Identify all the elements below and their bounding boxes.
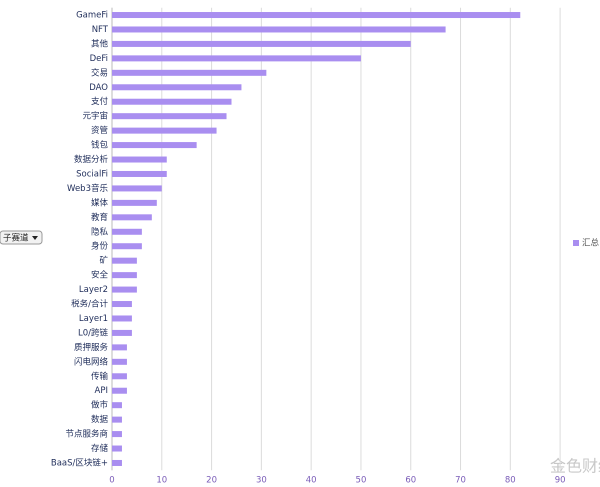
bar bbox=[112, 26, 446, 33]
bar bbox=[112, 40, 411, 47]
x-tick-label: 10 bbox=[156, 476, 167, 486]
bar bbox=[112, 170, 167, 177]
bar bbox=[112, 69, 267, 76]
y-tick-label: 教育 bbox=[91, 212, 108, 223]
y-tick-label: 资管 bbox=[91, 125, 108, 136]
bar bbox=[112, 228, 142, 235]
y-tick-label: 传输 bbox=[91, 371, 109, 382]
y-tick-label: 身份 bbox=[91, 241, 109, 252]
bar bbox=[112, 55, 361, 62]
bar bbox=[112, 416, 122, 423]
bar bbox=[112, 199, 157, 206]
watermark: 金色财经 bbox=[550, 457, 600, 476]
y-tick-label: SocialFi bbox=[76, 169, 108, 179]
bar bbox=[112, 445, 122, 452]
y-tick-label: Layer2 bbox=[79, 285, 108, 295]
bar bbox=[112, 402, 122, 409]
y-tick-label: NFT bbox=[92, 25, 109, 35]
legend-label: 汇总 bbox=[582, 238, 600, 249]
bar bbox=[112, 243, 142, 250]
bar bbox=[112, 12, 521, 19]
y-tick-label: 数据分析 bbox=[74, 154, 109, 165]
y-tick-label: Layer1 bbox=[79, 314, 108, 324]
y-tick-label: 质押服务 bbox=[74, 342, 109, 353]
bar bbox=[112, 431, 122, 438]
bar bbox=[112, 98, 232, 105]
x-tick-label: 40 bbox=[306, 476, 317, 486]
x-tick-label: 80 bbox=[505, 476, 516, 486]
y-tick-label: 钱包 bbox=[91, 140, 109, 151]
y-tick-label: 矿 bbox=[99, 255, 108, 266]
y-tick-label: 其他 bbox=[91, 38, 109, 49]
y-tick-label: 节点服务商 bbox=[65, 429, 108, 440]
y-tick-label: 隐私 bbox=[91, 226, 109, 237]
x-tick-label: 70 bbox=[455, 476, 466, 486]
bar bbox=[112, 156, 167, 163]
y-tick-label: 元宇宙 bbox=[82, 111, 108, 122]
y-tick-label: 支付 bbox=[91, 96, 109, 107]
bar bbox=[112, 142, 197, 149]
filter-dropdown[interactable]: 子赛道 bbox=[0, 230, 43, 245]
dropdown-arrow bbox=[32, 236, 38, 240]
y-tick-label: 交易 bbox=[91, 67, 108, 78]
y-tick-label: 媒体 bbox=[91, 197, 109, 208]
bar bbox=[112, 286, 137, 293]
bar bbox=[112, 315, 132, 322]
x-tick-label: 90 bbox=[555, 476, 566, 486]
y-tick-label: Web3音乐 bbox=[67, 183, 108, 194]
bar bbox=[112, 214, 152, 221]
bar bbox=[112, 373, 127, 380]
bar bbox=[112, 329, 132, 336]
y-tick-label: API bbox=[95, 386, 108, 396]
x-tick-label: 50 bbox=[356, 476, 367, 486]
bar bbox=[112, 113, 227, 120]
y-tick-label: DAO bbox=[89, 83, 108, 93]
x-tick-label: 20 bbox=[206, 476, 217, 486]
bar bbox=[112, 358, 127, 365]
y-tick-label: GameFi bbox=[76, 11, 108, 21]
bar bbox=[112, 185, 162, 192]
legend-swatch bbox=[573, 240, 579, 246]
bar bbox=[112, 344, 127, 351]
dropdown-label[interactable]: 子赛道 bbox=[3, 233, 29, 244]
x-tick-label: 30 bbox=[256, 476, 267, 486]
x-tick-label: 60 bbox=[405, 476, 416, 486]
bar bbox=[112, 127, 217, 134]
y-tick-label: 安全 bbox=[91, 270, 109, 281]
y-tick-label: L0/跨链 bbox=[78, 327, 109, 338]
bar bbox=[112, 257, 137, 264]
x-tick-label: 0 bbox=[109, 476, 114, 486]
bar bbox=[112, 84, 242, 91]
y-tick-label: 存储 bbox=[91, 443, 109, 454]
y-tick-label: 做市 bbox=[91, 400, 109, 411]
bar bbox=[112, 387, 127, 394]
dropdown-box[interactable] bbox=[0, 230, 43, 245]
bar bbox=[112, 272, 137, 279]
bar bbox=[112, 301, 132, 308]
bar bbox=[112, 459, 122, 466]
y-tick-label: DeFi bbox=[90, 54, 108, 64]
y-tick-label: 数据 bbox=[91, 414, 109, 425]
y-tick-label: BaaS/区块链+ bbox=[51, 457, 108, 468]
y-tick-label: 闪电网络 bbox=[74, 356, 109, 367]
y-tick-label: 税务/合计 bbox=[71, 299, 108, 310]
